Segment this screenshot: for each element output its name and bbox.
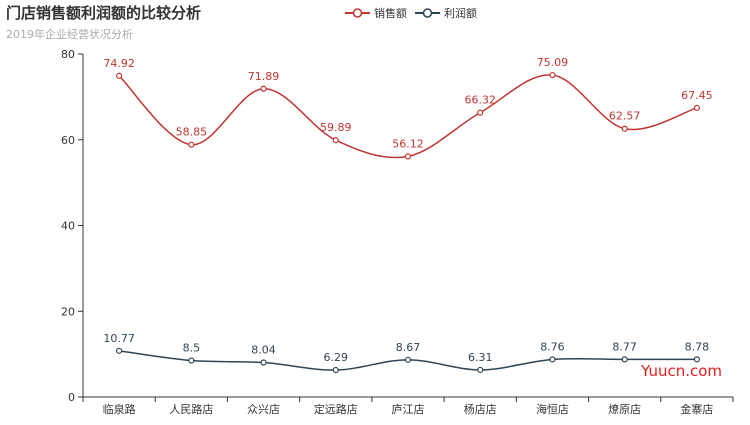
y-tick-label: 80 — [61, 48, 75, 61]
data-point — [332, 137, 339, 144]
data-point — [404, 153, 412, 160]
chart-title: 门店销售额利润额的比较分析 — [6, 4, 202, 22]
data-label: 75.09 — [537, 56, 569, 69]
data-label: 8.76 — [540, 340, 565, 353]
data-point — [260, 85, 267, 92]
data-point — [549, 71, 556, 79]
x-tick-label: 金寨店 — [680, 402, 713, 416]
data-point — [621, 125, 628, 132]
data-point — [404, 356, 412, 363]
x-tick-label: 庐江店 — [392, 402, 425, 416]
data-point — [188, 141, 195, 148]
data-label: 66.32 — [464, 94, 496, 107]
x-tick-label: 海恒店 — [536, 402, 569, 416]
legend: 销售额 利润额 — [345, 5, 477, 21]
y-tick-label: 40 — [61, 220, 75, 233]
x-tick-label: 定远路店 — [314, 402, 358, 416]
chart-subtitle: 2019年企业经营状况分析 — [6, 28, 133, 41]
data-label: 59.89 — [320, 121, 352, 134]
data-point — [693, 104, 700, 111]
y-tick-label: 0 — [68, 391, 75, 404]
x-tick-label: 临泉路 — [103, 402, 136, 416]
data-point — [116, 72, 123, 79]
data-point — [332, 366, 339, 374]
data-point — [621, 356, 628, 363]
data-label: 58.85 — [176, 126, 208, 139]
data-label: 8.78 — [685, 340, 710, 353]
data-point — [477, 366, 484, 374]
legend-profit-label: 利润额 — [444, 7, 477, 20]
data-label: 8.77 — [612, 340, 637, 353]
data-point — [549, 356, 556, 363]
data-label: 62.57 — [609, 110, 641, 123]
data-label: 8.04 — [251, 344, 276, 357]
x-tick-label: 众兴店 — [247, 402, 280, 416]
data-label: 67.45 — [681, 89, 713, 102]
x-tick-label: 人民路店 — [169, 402, 213, 416]
data-label: 71.89 — [248, 70, 280, 83]
x-tick-label: 杨店店 — [464, 402, 497, 416]
data-point — [188, 357, 195, 364]
legend-item-profit[interactable]: 利润额 — [415, 5, 477, 21]
x-tick-label: 燎原店 — [608, 402, 641, 416]
data-label: 74.92 — [103, 57, 135, 70]
data-label: 6.29 — [324, 351, 349, 364]
data-label: 10.77 — [103, 332, 135, 345]
y-tick-label: 60 — [61, 134, 75, 147]
data-label: 56.12 — [392, 137, 424, 150]
legend-item-sales[interactable]: 销售额 — [345, 5, 407, 21]
data-point — [260, 359, 267, 366]
data-point — [477, 109, 484, 116]
data-point — [116, 347, 123, 354]
data-label: 8.5 — [183, 342, 201, 355]
data-point — [693, 356, 700, 363]
legend-sales-label: 销售额 — [374, 7, 407, 20]
y-tick-label: 20 — [61, 305, 75, 318]
legend-sales-marker-icon — [345, 8, 370, 18]
data-label: 8.67 — [396, 341, 421, 354]
legend-profit-marker-icon — [415, 8, 440, 18]
data-label: 6.31 — [468, 351, 493, 364]
watermark: Yuucn.com — [641, 362, 723, 380]
